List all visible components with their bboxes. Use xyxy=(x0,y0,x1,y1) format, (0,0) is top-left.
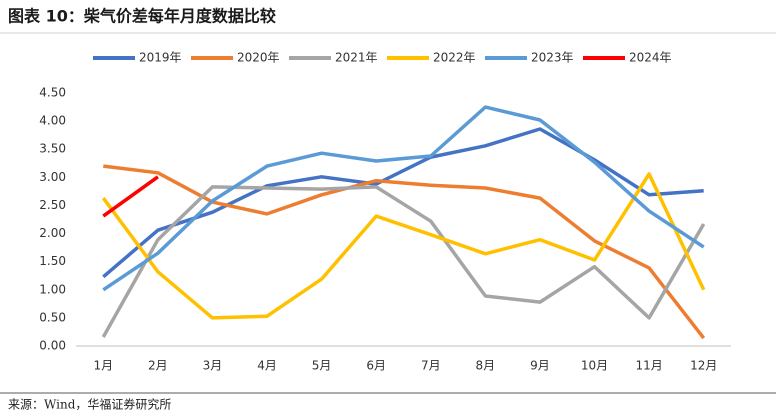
y-tick-label: 1.50 xyxy=(39,254,66,268)
y-tick-label: 2.50 xyxy=(39,198,66,212)
series-line xyxy=(102,105,705,292)
y-tick-label: 3.00 xyxy=(39,170,66,184)
x-tick-label: 1月 xyxy=(93,359,113,373)
x-tick-label: 5月 xyxy=(312,359,332,373)
y-tick-label: 2.00 xyxy=(39,226,66,240)
y-tick-label: 0.50 xyxy=(39,310,66,324)
legend-label: 2024年 xyxy=(629,51,672,65)
y-tick-label: 0.00 xyxy=(39,339,66,353)
legend-label: 2022年 xyxy=(433,51,476,65)
x-tick-label: 4月 xyxy=(257,359,277,373)
x-tick-label: 11月 xyxy=(635,359,662,373)
x-tick-label: 8月 xyxy=(476,359,496,373)
series-line xyxy=(102,175,159,218)
source: 来源：Wind，华福证券研究所 xyxy=(8,397,171,412)
legend-label: 2021年 xyxy=(335,51,378,65)
y-tick-label: 3.50 xyxy=(39,142,66,156)
y-tick-label: 4.00 xyxy=(39,114,66,128)
chart-title: 图表 10：柴气价差每年月度数据比较 xyxy=(8,7,276,26)
y-tick-label: 1.00 xyxy=(39,282,66,296)
x-tick-label: 10月 xyxy=(581,359,608,373)
series-line xyxy=(102,127,704,279)
series-line xyxy=(101,185,706,338)
series-line xyxy=(101,172,706,320)
y-tick-label: 4.50 xyxy=(39,86,66,100)
legend-label: 2023年 xyxy=(531,51,574,65)
legend-label: 2019年 xyxy=(139,51,182,65)
series-line xyxy=(103,164,706,340)
x-tick-label: 7月 xyxy=(421,359,441,373)
legend-label: 2020年 xyxy=(237,51,280,65)
x-tick-label: 9月 xyxy=(530,359,550,373)
x-tick-label: 2月 xyxy=(148,359,168,373)
x-tick-label: 3月 xyxy=(203,359,223,373)
x-tick-label: 12月 xyxy=(690,359,717,373)
x-tick-label: 6月 xyxy=(366,359,386,373)
